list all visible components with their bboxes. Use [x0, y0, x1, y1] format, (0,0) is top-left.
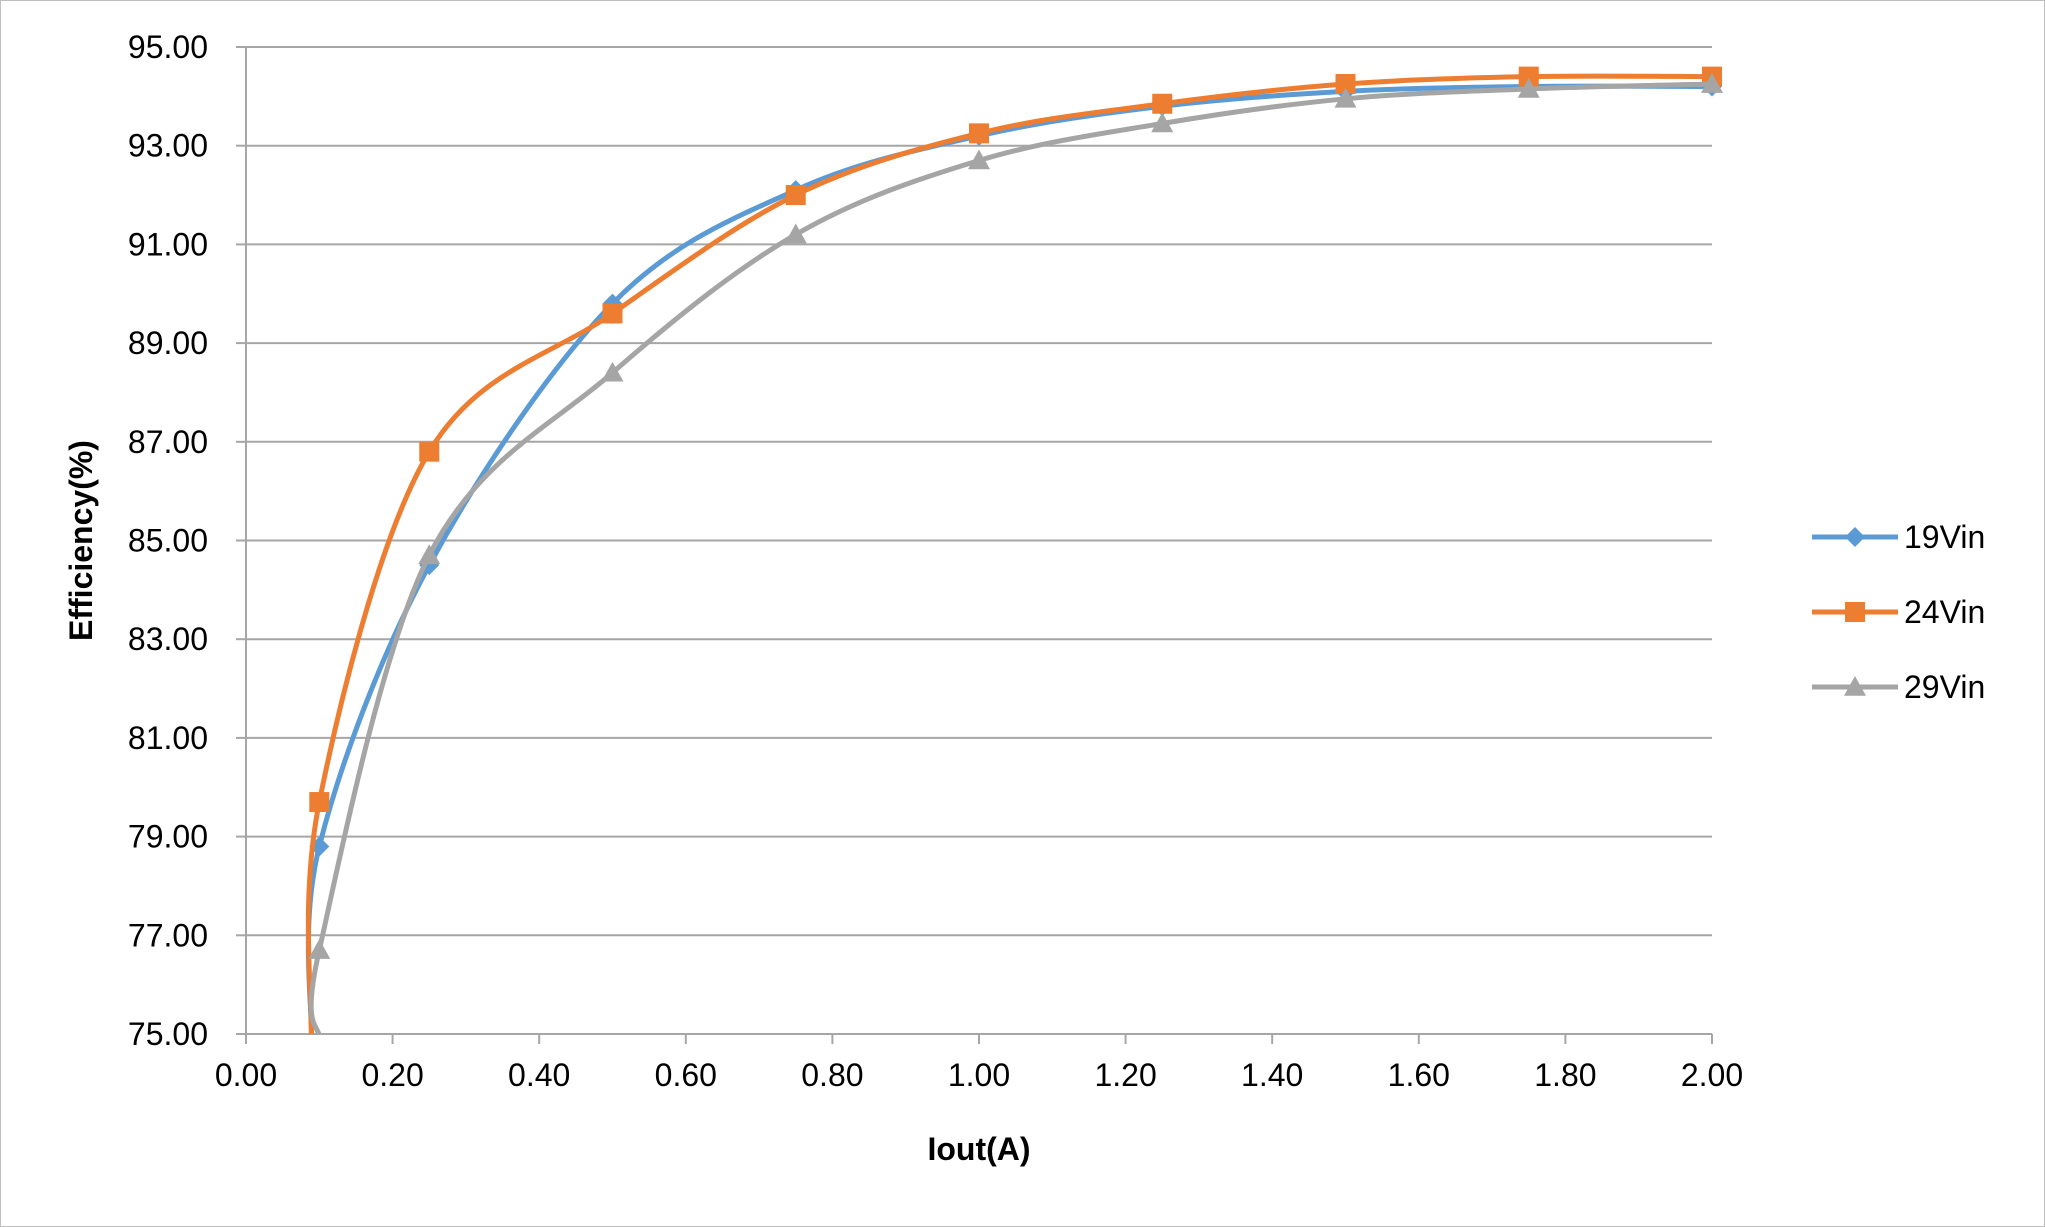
series-29Vin: [308, 73, 1723, 1034]
legend-label-29Vin: 29Vin: [1904, 669, 1985, 705]
point-24Vin-3: [785, 185, 806, 206]
legend-item-19Vin: 19Vin: [1812, 519, 1985, 555]
y-tick-label-0: 75.00: [128, 1016, 208, 1052]
point-29Vin-0: [308, 939, 331, 959]
point-24Vin-5: [1152, 93, 1173, 114]
x-tick-label-7: 1.40: [1241, 1057, 1303, 1093]
x-tick-label-1: 0.20: [361, 1057, 423, 1093]
point-29Vin-5: [1151, 112, 1174, 133]
x-tick-label-0: 0.00: [215, 1057, 277, 1093]
x-tick-label-2: 0.40: [508, 1057, 570, 1093]
x-tick-label-10: 2.00: [1681, 1057, 1743, 1093]
x-tick-label-8: 1.60: [1388, 1057, 1450, 1093]
axes: [236, 46, 1713, 1044]
point-24Vin-1: [419, 441, 440, 462]
legend-marker-24Vin: [1845, 602, 1865, 622]
point-24Vin-7: [1518, 66, 1539, 87]
legend-item-24Vin: 24Vin: [1812, 594, 1985, 630]
legend-marker-19Vin: [1845, 527, 1865, 547]
x-tick-label-4: 0.80: [801, 1057, 863, 1093]
point-29Vin-2: [601, 361, 624, 382]
series-line-19Vin: [305, 83, 1715, 1034]
x-tick-label-9: 1.80: [1534, 1057, 1596, 1093]
legend: 19Vin 24Vin 29Vin: [1812, 519, 1985, 705]
x-tick-label-5: 1.00: [948, 1057, 1010, 1093]
series-19Vin: [305, 76, 1722, 1034]
y-tick-label-2: 79.00: [128, 819, 208, 855]
y-tick-label-3: 81.00: [128, 720, 208, 756]
x-axis-title: Iout(A): [927, 1131, 1030, 1167]
y-tick-label-8: 91.00: [128, 226, 208, 262]
legend-label-24Vin: 24Vin: [1904, 594, 1985, 630]
y-tick-label-7: 89.00: [128, 325, 208, 361]
series-lines: [305, 66, 1723, 1034]
point-29Vin-8: [1701, 73, 1723, 93]
point-24Vin-0: [309, 792, 330, 813]
point-29Vin-4: [968, 149, 990, 170]
grid-lines: [246, 46, 1712, 937]
y-tick-label-4: 83.00: [128, 621, 208, 657]
y-tick-label-10: 95.00: [128, 29, 208, 65]
series-24Vin: [305, 66, 1722, 1034]
point-29Vin-3: [784, 223, 807, 244]
legend-item-29Vin: 29Vin: [1812, 669, 1985, 705]
x-tick-label-3: 0.60: [655, 1057, 717, 1093]
point-24Vin-6: [1335, 74, 1356, 95]
x-tick-labels: 0.00 0.20 0.40 0.60 0.80 1.00 1.20 1.40 1.60 1.80…: [215, 1057, 1743, 1093]
legend-label-19Vin: 19Vin: [1904, 519, 1985, 555]
y-tick-label-6: 87.00: [128, 424, 208, 460]
x-tick-label-6: 1.20: [1094, 1057, 1156, 1093]
point-29Vin-7: [1517, 77, 1540, 98]
y-tick-label-1: 77.00: [128, 917, 208, 953]
series-line-24Vin: [305, 73, 1715, 1034]
series-line-29Vin: [308, 81, 1715, 1034]
point-29Vin-6: [1334, 87, 1357, 108]
point-24Vin-4: [969, 123, 989, 144]
legend-marker-29Vin: [1844, 676, 1866, 696]
y-axis-title: Efficiency(%): [63, 440, 99, 641]
point-29Vin-1: [418, 544, 441, 565]
y-tick-label-5: 85.00: [128, 523, 208, 559]
y-tick-labels: 75.00 77.00 79.00 81.00 83.00 85.00 87.00 89.00…: [128, 29, 208, 1052]
y-tick-label-9: 93.00: [128, 128, 208, 164]
point-24Vin-2: [602, 303, 623, 324]
